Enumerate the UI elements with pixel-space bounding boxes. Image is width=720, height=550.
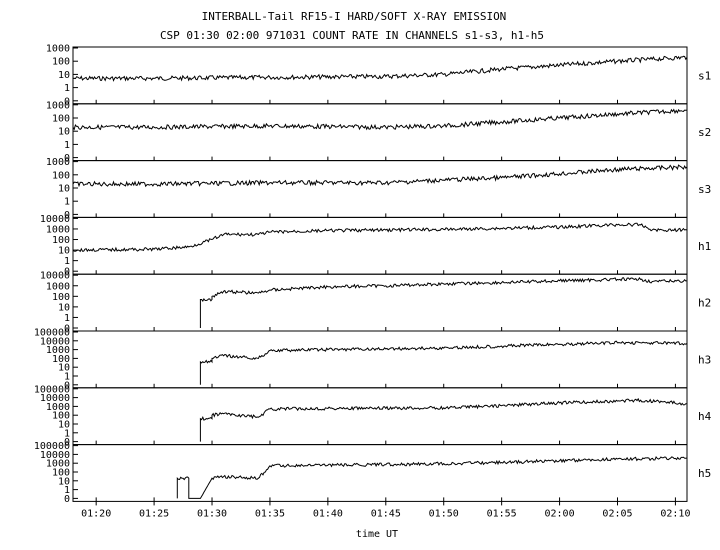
y-tick-label: 0 bbox=[64, 380, 70, 391]
x-tick-label: 01:35 bbox=[255, 508, 285, 519]
y-tick-label: 0 bbox=[64, 437, 70, 448]
y-tick-label: 1 bbox=[64, 485, 70, 496]
y-tick-label: 100 bbox=[52, 468, 70, 479]
y-tick-label: 10 bbox=[58, 70, 70, 81]
y-tick-label: 100 bbox=[52, 235, 70, 246]
x-tick-label: 01:50 bbox=[429, 508, 459, 519]
y-tick-label: 1000 bbox=[46, 281, 70, 292]
y-tick-label: 0 bbox=[64, 210, 70, 221]
y-tick-label: 0 bbox=[64, 153, 70, 164]
y-tick-label: 10000 bbox=[40, 271, 70, 282]
x-tick-label: 01:45 bbox=[371, 508, 401, 519]
y-tick-label: 100 bbox=[52, 170, 70, 181]
x-tick-label: 01:30 bbox=[197, 508, 227, 519]
y-tick-label: 1 bbox=[64, 428, 70, 439]
y-tick-label: 1000 bbox=[46, 157, 70, 168]
y-tick-label: 0 bbox=[64, 324, 70, 335]
panel-frame bbox=[72, 216, 688, 275]
trace-h5 bbox=[176, 456, 688, 499]
x-axis-label: time UT bbox=[356, 529, 398, 540]
y-tick-label: 1 bbox=[64, 256, 70, 267]
channel-label-h4: h4 bbox=[698, 410, 712, 423]
panel-stack: 10001001010s110001001010s210001001010s31… bbox=[34, 44, 712, 505]
y-tick-label: 100 bbox=[52, 354, 70, 365]
channel-label-s3: s3 bbox=[698, 183, 711, 196]
channel-label-h2: h2 bbox=[698, 297, 711, 310]
y-tick-label: 100000 bbox=[34, 384, 70, 395]
y-tick-label: 1000 bbox=[46, 345, 70, 356]
x-tick-label: 02:00 bbox=[545, 508, 575, 519]
y-tick-label: 10000 bbox=[40, 336, 70, 347]
y-tick-label: 100 bbox=[52, 57, 70, 68]
y-tick-label: 10000 bbox=[40, 214, 70, 225]
x-tick-label: 02:10 bbox=[660, 508, 690, 519]
y-tick-label: 10 bbox=[58, 127, 70, 138]
y-tick-label: 100000 bbox=[34, 328, 70, 339]
y-tick-label: 10000 bbox=[40, 393, 70, 404]
x-axis: 01:20 01:25 01:30 01:35 01:40 01:45 01:50 01:55… bbox=[81, 501, 690, 519]
y-tick-label: 1 bbox=[64, 313, 70, 324]
y-tick-label: 100000 bbox=[34, 441, 70, 452]
y-tick-label: 10 bbox=[58, 246, 70, 257]
y-tick-label: 10 bbox=[58, 476, 70, 487]
y-tick-label: 1 bbox=[64, 83, 70, 94]
panel-frame bbox=[72, 444, 688, 502]
y-tick-label: 1000 bbox=[46, 459, 70, 470]
trace-h1 bbox=[72, 222, 688, 253]
y-tick-label: 1000 bbox=[46, 100, 70, 111]
y-tick-label: 10000 bbox=[40, 450, 70, 461]
y-tick-label: 0 bbox=[64, 267, 70, 278]
panel-frame bbox=[72, 273, 688, 332]
trace-s2 bbox=[72, 108, 688, 131]
trace-h2 bbox=[199, 277, 688, 328]
panel-frame bbox=[72, 160, 688, 218]
y-tick-label: 0 bbox=[64, 494, 70, 505]
y-tick-label: 10 bbox=[58, 184, 70, 195]
trace-s3 bbox=[72, 164, 688, 188]
y-tick-label: 100 bbox=[52, 114, 70, 125]
y-tick-label: 10 bbox=[58, 420, 70, 431]
chart-title: INTERBALL-Tail RF15-I HARD/SOFT X-RAY EM… bbox=[202, 10, 507, 23]
panel-frame bbox=[72, 103, 688, 162]
x-tick-label: 01:25 bbox=[139, 508, 169, 519]
channel-label-s2: s2 bbox=[698, 126, 711, 139]
x-tick-label: 01:55 bbox=[487, 508, 517, 519]
y-tick-label: 1 bbox=[64, 372, 70, 383]
x-tick-label: 01:40 bbox=[313, 508, 343, 519]
channel-label-h1: h1 bbox=[698, 240, 711, 253]
y-tick-label: 1000 bbox=[46, 402, 70, 413]
y-tick-label: 10 bbox=[58, 302, 70, 313]
trace-h3 bbox=[199, 340, 688, 385]
y-tick-label: 0 bbox=[64, 96, 70, 107]
y-tick-label: 1000 bbox=[46, 44, 70, 55]
chart-subtitle: CSP 01:30 02:00 971031 COUNT RATE IN CHA… bbox=[160, 29, 544, 42]
channel-label-s1: s1 bbox=[698, 69, 711, 82]
y-tick-label: 1000 bbox=[46, 224, 70, 235]
channel-label-h3: h3 bbox=[698, 353, 711, 366]
trace-s1 bbox=[72, 55, 688, 82]
panel-frame bbox=[72, 330, 688, 389]
y-tick-label: 1 bbox=[64, 140, 70, 151]
y-tick-label: 100 bbox=[52, 411, 70, 422]
channel-label-h5: h5 bbox=[698, 467, 711, 480]
y-tick-label: 100 bbox=[52, 292, 70, 303]
x-tick-label: 02:05 bbox=[602, 508, 632, 519]
x-tick-label: 01:20 bbox=[81, 508, 111, 519]
y-tick-label: 10 bbox=[58, 363, 70, 374]
panel-frame bbox=[72, 387, 688, 446]
trace-h4 bbox=[199, 397, 687, 442]
y-tick-label: 1 bbox=[64, 197, 70, 208]
